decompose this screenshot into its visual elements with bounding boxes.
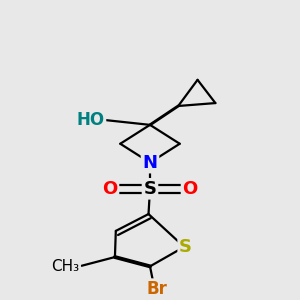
Text: S: S: [143, 180, 157, 198]
Text: HO: HO: [76, 111, 105, 129]
Text: N: N: [142, 154, 158, 172]
Text: Br: Br: [147, 280, 168, 298]
Text: O: O: [102, 180, 118, 198]
Text: O: O: [182, 180, 198, 198]
Text: S: S: [179, 238, 192, 256]
Text: CH₃: CH₃: [51, 259, 80, 274]
